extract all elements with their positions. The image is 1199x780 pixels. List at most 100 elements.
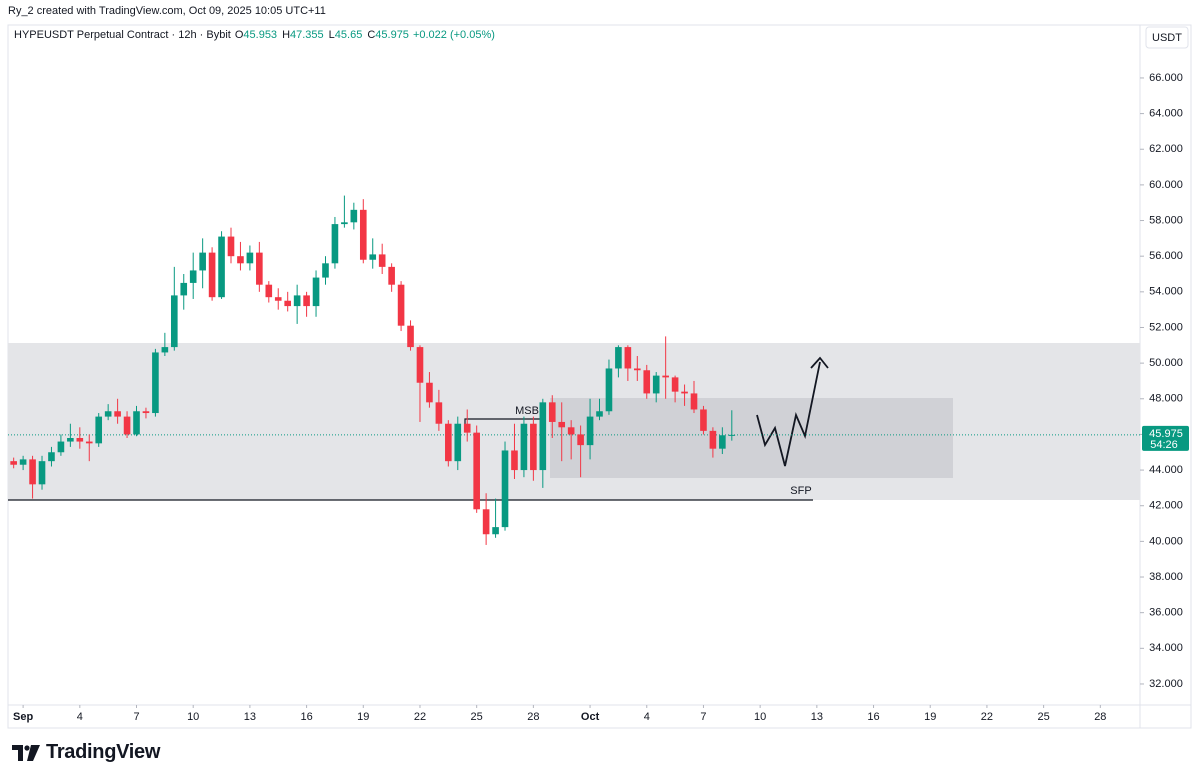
- sfp-label: SFP: [790, 485, 811, 497]
- y-tick-label: 50.000: [1149, 357, 1183, 369]
- candle-body: [19, 459, 27, 465]
- countdown-label: 54:26: [1150, 439, 1178, 451]
- legend-change: +0.022 (+0.05%): [412, 29, 495, 41]
- candle-body: [709, 430, 717, 449]
- brand-name: TradingView: [46, 741, 161, 763]
- x-tick-label: 28: [1094, 711, 1106, 723]
- candle-body: [237, 256, 244, 264]
- candle-body: [331, 224, 339, 264]
- x-tick-label: 19: [924, 711, 936, 723]
- candle-body: [605, 368, 613, 412]
- candle-body: [624, 347, 632, 369]
- candle-body: [161, 347, 169, 353]
- candle-body: [29, 459, 36, 485]
- currency-label: USDT: [1152, 32, 1182, 44]
- y-tick-label: 62.000: [1149, 143, 1183, 155]
- msb-label: MSB: [515, 405, 539, 417]
- candle-body: [435, 402, 443, 424]
- candle-body: [76, 437, 84, 442]
- y-tick-label: 34.000: [1149, 642, 1183, 654]
- candle-body: [10, 461, 17, 465]
- candle-body: [218, 236, 225, 298]
- candle-body: [189, 270, 197, 283]
- candle-body: [274, 297, 282, 301]
- x-tick-label: 4: [77, 711, 83, 723]
- candle-body: [199, 252, 206, 271]
- currency-box: [1145, 26, 1189, 49]
- x-tick-label: 10: [187, 711, 199, 723]
- legend-value: 45.65: [334, 29, 363, 41]
- candle-body: [539, 402, 547, 471]
- x-tick-label: 25: [471, 711, 483, 723]
- candle-body: [312, 277, 320, 307]
- candle-body: [558, 421, 566, 428]
- candle-body: [95, 416, 103, 444]
- brand-icon: [12, 744, 40, 761]
- y-tick-label: 66.000: [1149, 72, 1183, 84]
- legend-key: L: [328, 29, 335, 41]
- y-tick-label: 52.000: [1149, 321, 1183, 333]
- candle-body: [227, 236, 235, 257]
- candle-body: [681, 391, 688, 394]
- projection-path: [756, 361, 821, 467]
- candle-body: [322, 263, 329, 278]
- legend-key: H: [282, 29, 291, 41]
- candle-body: [142, 411, 150, 414]
- x-tick-label: 7: [700, 711, 706, 723]
- candle-body: [246, 252, 254, 264]
- x-tick-label: 19: [357, 711, 369, 723]
- y-tick-label: 42.000: [1149, 500, 1183, 512]
- candle-body: [350, 209, 358, 223]
- x-tick-label: 13: [811, 711, 823, 723]
- x-tick-label: 16: [867, 711, 879, 723]
- candle-body: [700, 409, 707, 431]
- candle-body: [303, 295, 310, 307]
- candle-body: [133, 411, 140, 435]
- x-tick-label: 22: [981, 711, 993, 723]
- x-tick-label: 4: [644, 711, 650, 723]
- candle-body: [482, 509, 490, 535]
- candle-body: [67, 437, 74, 442]
- symbol-title: HYPEUSDT Perpetual Contract · 12h · Bybi…: [14, 29, 231, 41]
- y-tick-label: 32.000: [1149, 678, 1183, 690]
- legend-value: 47.355: [290, 29, 324, 41]
- x-tick-label: Oct: [581, 711, 600, 723]
- candle-body: [586, 416, 594, 446]
- candle-body: [114, 411, 121, 417]
- candle-body: [170, 295, 178, 348]
- candle-body: [567, 427, 575, 435]
- legend-value: 45.953: [243, 29, 278, 41]
- legend-key: O: [234, 29, 244, 41]
- y-tick-label: 54.000: [1149, 286, 1183, 298]
- candle-body: [426, 382, 433, 403]
- candle-body: [615, 347, 622, 369]
- brand: TradingView: [12, 741, 160, 764]
- candle-body: [85, 441, 93, 444]
- candle-body: [690, 393, 698, 410]
- y-tick-label: 64.000: [1149, 107, 1183, 119]
- y-tick-label: 58.000: [1149, 214, 1183, 226]
- candle-body: [662, 375, 669, 378]
- candle-body: [416, 347, 424, 383]
- candle-body: [407, 325, 414, 348]
- candle-body: [728, 434, 736, 436]
- candle-body: [38, 461, 46, 485]
- x-tick-label: 13: [244, 711, 256, 723]
- y-tick-label: 40.000: [1149, 535, 1183, 547]
- candle-body: [265, 284, 273, 298]
- candle-body: [57, 441, 65, 453]
- candle-body: [123, 416, 131, 435]
- candle-body: [577, 434, 584, 446]
- candle-body: [530, 423, 537, 471]
- candle-body: [492, 527, 499, 535]
- y-tick-label: 44.000: [1149, 464, 1183, 476]
- candle-body: [596, 411, 603, 417]
- candle-body: [520, 423, 528, 471]
- x-tick-label: 7: [133, 711, 139, 723]
- candle-body: [643, 370, 651, 394]
- projection-arrowhead: [810, 356, 829, 369]
- legend-key: C: [367, 29, 376, 41]
- candle-body: [634, 368, 641, 371]
